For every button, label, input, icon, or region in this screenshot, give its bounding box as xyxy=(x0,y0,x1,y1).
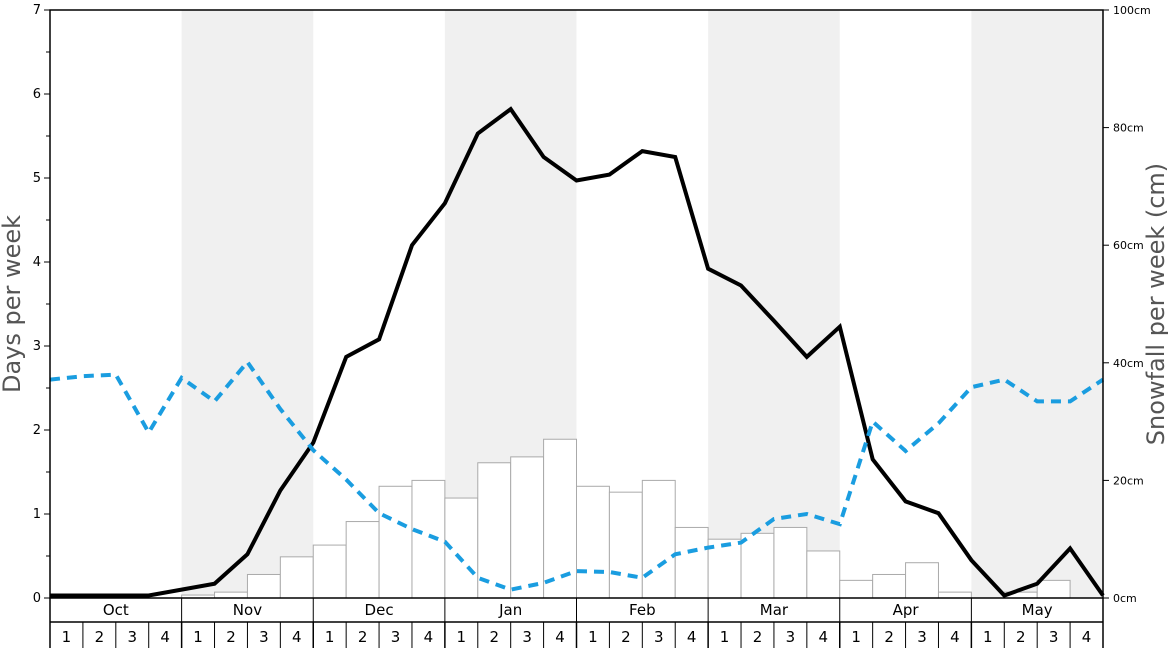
snowfall-bar xyxy=(839,579,874,599)
snowfall-bars xyxy=(181,438,1071,599)
week-label: 4 xyxy=(555,628,565,646)
right-axis-label: Snowfall per week (cm) xyxy=(1142,163,1168,445)
left-tick-label: 4 xyxy=(33,255,41,270)
snowfall-bar xyxy=(345,521,380,599)
snowfall-bar xyxy=(674,526,709,599)
snowfall-bar xyxy=(214,591,248,599)
month-shade-mar xyxy=(708,10,840,598)
left-axis-label: Days per week xyxy=(0,215,26,393)
snowfall-bar xyxy=(510,456,545,599)
snowfall-bar xyxy=(905,562,939,599)
week-label: 3 xyxy=(917,628,927,646)
right-tick-label: 20cm xyxy=(1113,474,1144,487)
left-tick-label: 7 xyxy=(33,3,41,18)
month-label: Dec xyxy=(365,601,394,619)
week-label: 2 xyxy=(1016,628,1026,646)
snowfall-bar xyxy=(576,485,610,599)
snowfall-bar xyxy=(246,573,281,599)
week-label: 3 xyxy=(127,628,137,646)
snowfall-bar xyxy=(806,550,841,599)
month-shade-nov xyxy=(181,10,314,598)
day-lines xyxy=(49,106,1105,598)
left-tick-label: 6 xyxy=(33,87,41,102)
left-tick-label: 3 xyxy=(33,339,41,354)
week-label: 2 xyxy=(226,628,236,646)
right-tick-label: 100cm xyxy=(1113,4,1151,17)
left-tick-label: 5 xyxy=(33,171,41,186)
month-label: Nov xyxy=(233,601,262,619)
solid-series-line xyxy=(50,106,1105,598)
week-label: 2 xyxy=(884,628,894,646)
snowfall-bar xyxy=(937,591,972,599)
month-label: Apr xyxy=(893,601,920,619)
week-label: 4 xyxy=(1082,628,1092,646)
snowfall-bar xyxy=(411,479,446,599)
right-tick-label: 60cm xyxy=(1113,239,1144,252)
week-label: 3 xyxy=(654,628,664,646)
snowfall-bar xyxy=(707,538,742,599)
week-label: 1 xyxy=(62,628,72,646)
dashed-series-line xyxy=(49,358,1105,592)
left-axis: 0 1 2 3 4 5 6 7 xyxy=(33,3,50,606)
week-label: 2 xyxy=(753,628,763,646)
week-label: 3 xyxy=(391,628,401,646)
week-label: 4 xyxy=(160,628,170,646)
week-band: 1 2 3 4 1 2 3 4 1 2 3 4 1 2 3 4 1 2 3 4 1 2 3 4 1 2 3 4 1 2 3 4 xyxy=(49,622,1104,648)
week-label: 1 xyxy=(325,628,335,646)
snowfall-bar xyxy=(312,544,347,599)
week-label: 4 xyxy=(819,628,829,646)
right-tick-label: 80cm xyxy=(1113,122,1144,135)
week-label: 1 xyxy=(983,628,993,646)
snowfall-bar xyxy=(872,573,907,599)
right-tick-label: 0cm xyxy=(1113,592,1137,605)
week-label: 2 xyxy=(95,628,105,646)
month-shade-may xyxy=(971,10,1103,598)
week-label: 3 xyxy=(786,628,796,646)
month-label: Feb xyxy=(629,601,656,619)
week-label: 3 xyxy=(259,628,269,646)
month-band: Oct Nov Dec Jan Feb Mar Apr May xyxy=(49,598,1104,623)
snowfall-bar xyxy=(378,485,413,599)
snowfall-bar xyxy=(641,479,676,599)
left-tick-label: 0 xyxy=(33,591,41,606)
week-label: 3 xyxy=(522,628,532,646)
snowfall-bar xyxy=(740,532,775,599)
month-label: May xyxy=(1022,601,1053,619)
week-label: 2 xyxy=(358,628,368,646)
week-label: 1 xyxy=(193,628,203,646)
week-label: 4 xyxy=(950,628,960,646)
week-label: 4 xyxy=(424,628,434,646)
right-axis: 0cm 20cm 40cm 60cm 80cm 100cm xyxy=(1103,4,1151,605)
left-tick-label: 2 xyxy=(33,423,41,438)
left-tick-label: 1 xyxy=(33,507,41,522)
week-label: 1 xyxy=(457,628,467,646)
week-label: 1 xyxy=(588,628,598,646)
month-label: Jan xyxy=(498,601,522,619)
snowfall-bar xyxy=(773,526,808,599)
week-label: 2 xyxy=(621,628,631,646)
month-label: Mar xyxy=(760,601,789,619)
snowfall-bar xyxy=(444,497,479,599)
week-label: 3 xyxy=(1049,628,1059,646)
month-label: Oct xyxy=(103,601,129,619)
snowfall-bar xyxy=(1036,579,1071,599)
week-label: 1 xyxy=(720,628,730,646)
week-label: 2 xyxy=(489,628,499,646)
snowfall-bar xyxy=(279,556,314,599)
week-label: 4 xyxy=(292,628,302,646)
week-label: 4 xyxy=(687,628,697,646)
month-shading xyxy=(181,10,1103,598)
right-tick-label: 40cm xyxy=(1113,357,1144,370)
snowfall-bar xyxy=(543,438,577,599)
snowfall-bar xyxy=(608,491,643,599)
week-label: 1 xyxy=(851,628,861,646)
